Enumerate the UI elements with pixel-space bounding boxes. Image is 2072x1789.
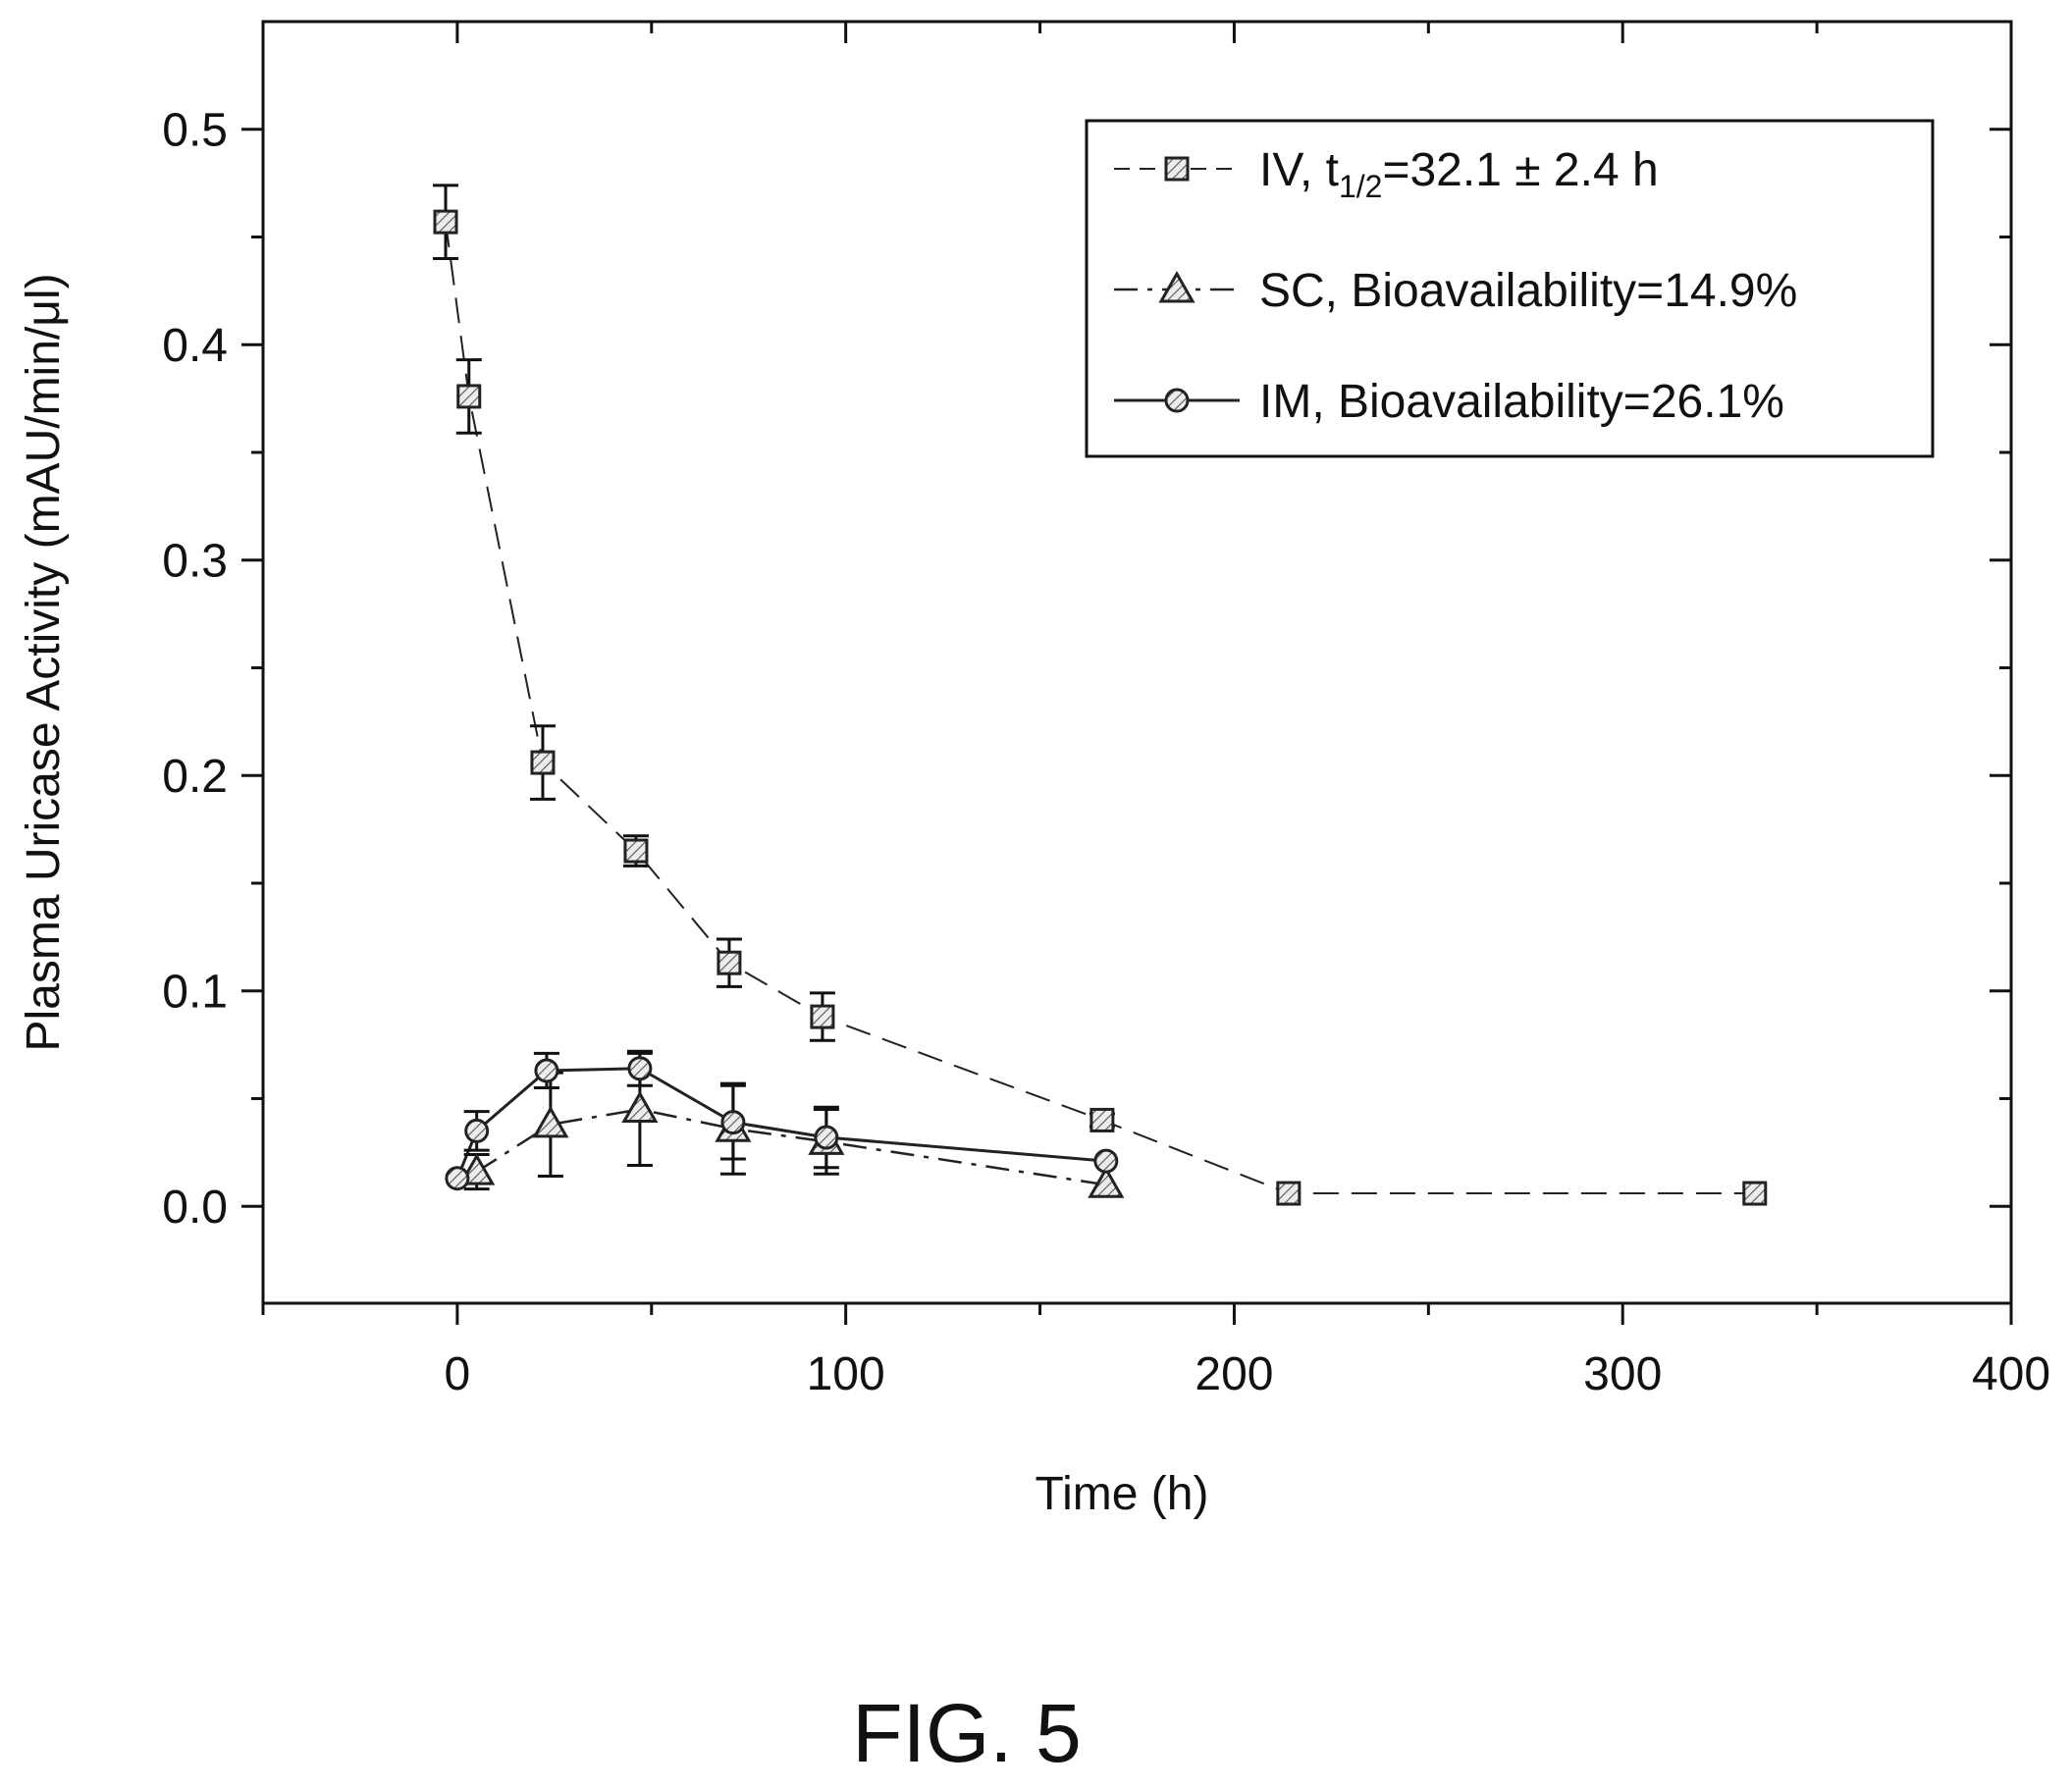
x-tick-label: 100 (807, 1348, 885, 1400)
legend-marker-circle (1164, 388, 1190, 413)
y-axis-title: Plasma Uricase Activity (mAU/min/μl) (18, 273, 70, 1051)
data-point-square (810, 1004, 835, 1029)
data-point-square (1089, 1107, 1115, 1132)
data-point-circle (445, 1166, 470, 1191)
data-point-triangle (621, 1090, 659, 1123)
x-tick-labels: 0 100 200 300 400 (445, 1348, 2051, 1400)
data-markers (433, 209, 1768, 1206)
y-tick-label: 0.1 (162, 967, 228, 1019)
legend-marker-triangle (1158, 270, 1195, 303)
data-point-circle (720, 1110, 746, 1135)
x-tick-label: 400 (1972, 1348, 2050, 1400)
data-point-square (623, 838, 649, 864)
y-tick-label: 0.5 (162, 105, 228, 157)
legend-marker-square (1164, 156, 1190, 182)
y-tick-label: 0.0 (162, 1182, 228, 1234)
data-point-circle (534, 1058, 559, 1083)
figure-caption: FIG. 5 (852, 1687, 1081, 1779)
legend-label: SC, Bioavailability=14.9% (1259, 265, 1797, 317)
legend-label: IV, t1/2=32.1 ± 2.4 h (1259, 144, 1659, 204)
x-tick-label: 200 (1195, 1348, 1273, 1400)
x-tick-label: 300 (1583, 1348, 1662, 1400)
data-point-square (717, 950, 742, 975)
data-point-circle (464, 1118, 490, 1143)
y-tick-label: 0.4 (162, 320, 228, 372)
legend-items: IV, t1/2=32.1 ± 2.4 h SC, Bioavailability… (1114, 144, 1797, 428)
axis-ticks (241, 22, 2013, 1325)
series-line-triangle (476, 1108, 1107, 1186)
x-axis-title: Time (h) (1036, 1468, 1209, 1520)
data-point-circle (814, 1125, 839, 1150)
data-point-square (433, 209, 458, 235)
data-point-circle (627, 1056, 653, 1081)
legend-label: IM, Bioavailability=26.1% (1259, 376, 1784, 428)
y-tick-labels: 0.0 0.1 0.2 0.3 0.4 0.5 (162, 105, 228, 1234)
data-point-triangle (1088, 1166, 1125, 1198)
data-point-square (530, 750, 556, 775)
data-point-triangle (532, 1105, 569, 1138)
data-point-square (1742, 1181, 1768, 1206)
x-tick-label: 0 (445, 1348, 471, 1400)
error-bars (433, 184, 1115, 1191)
data-point-square (1276, 1181, 1302, 1206)
y-tick-label: 0.3 (162, 536, 228, 588)
plot-frame (261, 20, 2013, 1305)
y-tick-label: 0.2 (162, 751, 228, 803)
data-point-circle (1093, 1148, 1119, 1174)
data-point-square (456, 384, 482, 409)
legend: IV, t1/2=32.1 ± 2.4 h SC, Bioavailability… (1085, 119, 1935, 458)
